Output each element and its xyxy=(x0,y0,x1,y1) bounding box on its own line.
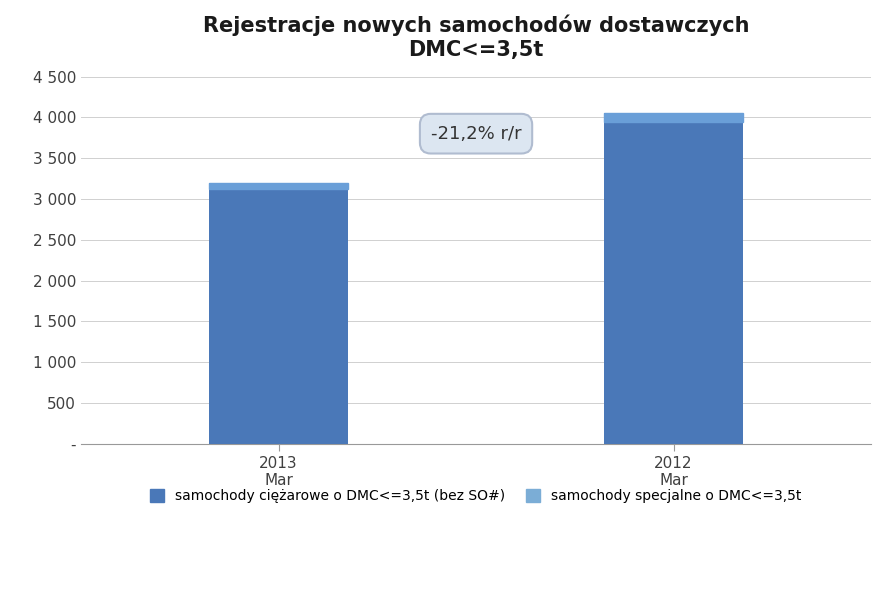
Title: Rejestracje nowych samochodów dostawczych
DMC<=3,5t: Rejestracje nowych samochodów dostawczyc… xyxy=(203,15,750,60)
Bar xyxy=(604,113,742,444)
Legend: samochody ciężarowe o DMC<=3,5t (bez SO#), samochody specjalne o DMC<=3,5t: samochody ciężarowe o DMC<=3,5t (bez SO#… xyxy=(144,483,809,510)
Bar xyxy=(209,183,347,189)
Text: -21,2% r/r: -21,2% r/r xyxy=(431,124,521,143)
Bar xyxy=(604,113,742,122)
Bar xyxy=(209,183,347,444)
